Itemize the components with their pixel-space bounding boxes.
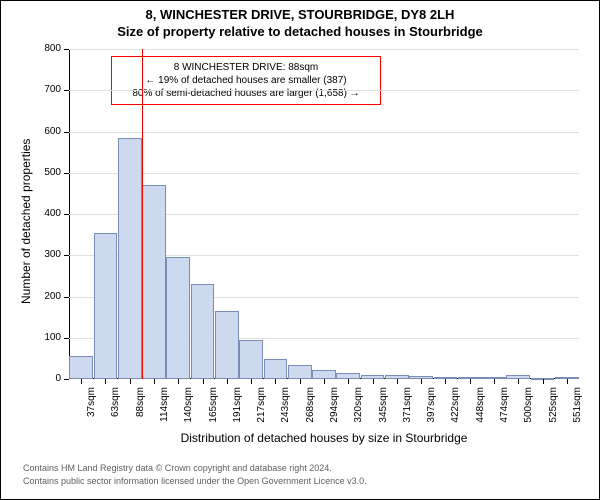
ytick-label: 800 xyxy=(31,43,61,54)
xtick-label: 217sqm xyxy=(256,387,267,427)
annot-line2: ← 19% of detached houses are smaller (38… xyxy=(120,74,372,87)
xtick-label: 37sqm xyxy=(86,387,97,427)
xtick-label: 243sqm xyxy=(280,387,291,427)
histogram-bar xyxy=(166,257,190,379)
gridline xyxy=(69,173,579,174)
ytick-mark xyxy=(64,90,69,91)
ytick-mark xyxy=(64,132,69,133)
xtick-mark xyxy=(470,379,471,384)
xtick-label: 525sqm xyxy=(548,387,559,427)
xtick-mark xyxy=(203,379,204,384)
chart-subtitle: Size of property relative to detached ho… xyxy=(1,24,599,39)
xtick-label: 474sqm xyxy=(499,387,510,427)
gridline xyxy=(69,49,579,50)
ytick-label: 100 xyxy=(31,332,61,343)
xtick-label: 448sqm xyxy=(475,387,486,427)
histogram-bar xyxy=(191,284,215,379)
ytick-mark xyxy=(64,255,69,256)
xtick-mark xyxy=(275,379,276,384)
footer-line1: Contains HM Land Registry data © Crown c… xyxy=(23,463,332,473)
xtick-label: 268sqm xyxy=(305,387,316,427)
chart-container: 8, WINCHESTER DRIVE, STOURBRIDGE, DY8 2L… xyxy=(0,0,600,500)
xtick-label: 422sqm xyxy=(450,387,461,427)
xtick-label: 397sqm xyxy=(426,387,437,427)
chart-address-title: 8, WINCHESTER DRIVE, STOURBRIDGE, DY8 2L… xyxy=(1,7,599,22)
xtick-mark xyxy=(300,379,301,384)
histogram-bar xyxy=(69,356,93,379)
xtick-label: 551sqm xyxy=(572,387,583,427)
annot-line3: 80% of semi-detached houses are larger (… xyxy=(120,87,372,100)
footer-line2: Contains public sector information licen… xyxy=(23,476,367,486)
xtick-mark xyxy=(251,379,252,384)
xtick-label: 165sqm xyxy=(208,387,219,427)
ytick-label: 700 xyxy=(31,84,61,95)
xtick-label: 140sqm xyxy=(183,387,194,427)
histogram-bar xyxy=(264,359,288,379)
xtick-mark xyxy=(445,379,446,384)
property-marker-line xyxy=(142,49,143,379)
xtick-mark xyxy=(397,379,398,384)
xtick-label: 114sqm xyxy=(159,387,170,427)
xtick-mark xyxy=(154,379,155,384)
histogram-bar xyxy=(142,185,166,379)
ytick-label: 500 xyxy=(31,167,61,178)
y-axis-label: Number of detached properties xyxy=(19,139,33,304)
ytick-label: 0 xyxy=(31,373,61,384)
histogram-bar xyxy=(288,365,312,379)
xtick-label: 500sqm xyxy=(523,387,534,427)
ytick-label: 200 xyxy=(31,291,61,302)
xtick-mark xyxy=(178,379,179,384)
gridline xyxy=(69,90,579,91)
xtick-mark xyxy=(567,379,568,384)
ytick-label: 300 xyxy=(31,249,61,260)
histogram-bar xyxy=(312,370,336,379)
xtick-label: 371sqm xyxy=(402,387,413,427)
xtick-mark xyxy=(81,379,82,384)
ytick-mark xyxy=(64,214,69,215)
histogram-bar xyxy=(118,138,142,379)
ytick-mark xyxy=(64,338,69,339)
xtick-label: 320sqm xyxy=(353,387,364,427)
histogram-bar xyxy=(215,311,239,379)
xtick-label: 88sqm xyxy=(135,387,146,427)
xtick-label: 345sqm xyxy=(378,387,389,427)
ytick-label: 600 xyxy=(31,126,61,137)
ytick-mark xyxy=(64,379,69,380)
ytick-label: 400 xyxy=(31,208,61,219)
histogram-bar xyxy=(94,233,118,379)
histogram-bar xyxy=(239,340,263,379)
gridline xyxy=(69,132,579,133)
xtick-mark xyxy=(518,379,519,384)
xtick-mark xyxy=(130,379,131,384)
ytick-mark xyxy=(64,173,69,174)
xtick-label: 191sqm xyxy=(232,387,243,427)
xtick-mark xyxy=(494,379,495,384)
xtick-mark xyxy=(543,379,544,384)
annotation-box: 8 WINCHESTER DRIVE: 88sqm ← 19% of detac… xyxy=(111,56,381,105)
annot-line1: 8 WINCHESTER DRIVE: 88sqm xyxy=(120,61,372,74)
xtick-mark xyxy=(324,379,325,384)
xtick-mark xyxy=(373,379,374,384)
xtick-label: 294sqm xyxy=(329,387,340,427)
xtick-mark xyxy=(421,379,422,384)
x-axis-label: Distribution of detached houses by size … xyxy=(69,431,579,445)
ytick-mark xyxy=(64,49,69,50)
xtick-mark xyxy=(105,379,106,384)
ytick-mark xyxy=(64,297,69,298)
xtick-mark xyxy=(227,379,228,384)
xtick-label: 63sqm xyxy=(110,387,121,427)
xtick-mark xyxy=(348,379,349,384)
